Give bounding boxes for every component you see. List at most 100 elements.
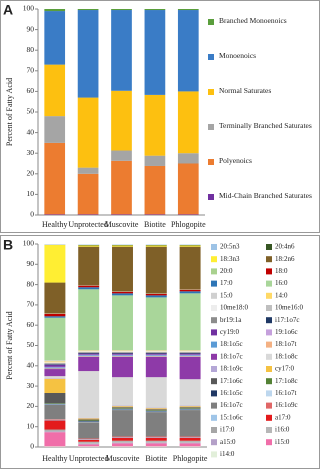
bar-segment	[78, 420, 100, 422]
bar-segment	[177, 163, 199, 215]
legend-swatch	[211, 402, 217, 409]
legend-label: 16:1o9c	[275, 401, 298, 409]
legend-label: i17:0	[220, 426, 235, 434]
legend-swatch	[211, 244, 217, 250]
bar-segment	[145, 295, 167, 298]
legend-swatch	[266, 280, 272, 287]
bar-segment	[44, 317, 66, 361]
bar-segment	[78, 422, 100, 439]
bar-segment	[44, 116, 66, 143]
bar-segment	[44, 404, 66, 420]
legend-swatch	[208, 53, 214, 60]
legend-label: 15:0	[220, 291, 233, 299]
bar-segment	[44, 432, 66, 447]
bar-segment	[112, 441, 133, 443]
bar-segment	[78, 353, 100, 354]
bar-segment	[44, 142, 66, 215]
legend-label: i15:0	[275, 438, 290, 446]
y-tick-label: 90	[27, 259, 35, 268]
bar-segment	[44, 419, 66, 420]
bar-segment	[179, 410, 201, 437]
y-tick-label: 40	[27, 127, 35, 136]
bar-segment	[78, 438, 100, 440]
legend-label: Polyenoics	[219, 156, 252, 166]
legend-swatch	[211, 268, 217, 275]
bar-segment	[145, 441, 167, 443]
legend-swatch	[211, 292, 217, 299]
bar-segment	[78, 350, 100, 352]
bar-segment	[112, 356, 133, 357]
legend-swatch	[266, 256, 272, 263]
bar-segment	[179, 353, 201, 355]
y-tick-label: 20	[27, 169, 35, 178]
bar-segment	[44, 214, 66, 215]
bar-segment	[145, 353, 167, 354]
bar-segment	[145, 409, 167, 411]
bar-segment	[177, 10, 199, 92]
bar-segment	[145, 352, 167, 354]
legend-swatch	[211, 427, 217, 433]
bar-segment	[145, 437, 167, 441]
bar-segment	[112, 353, 133, 355]
bar-segment	[179, 409, 201, 411]
bar-segment	[145, 246, 167, 294]
legend-swatch	[266, 414, 272, 421]
bar-segment	[44, 9, 66, 12]
bar-segment	[179, 354, 201, 356]
bar-segment	[145, 351, 167, 352]
bar-segment	[44, 378, 66, 379]
bar-segment	[78, 441, 100, 443]
legend-label: cy17:0	[275, 365, 295, 373]
bar-segment	[179, 407, 201, 409]
legend-item: Monoenoics	[208, 52, 318, 61]
bar-segment	[179, 355, 201, 357]
legend-swatch	[266, 268, 272, 275]
legend-item: Normal Saturates	[208, 87, 318, 96]
y-tick-label: 100	[23, 4, 35, 13]
bar-segment	[112, 353, 133, 354]
bar-segment	[44, 446, 66, 447]
bar-segment	[78, 285, 100, 288]
legend-swatch	[211, 353, 217, 360]
bar-segment	[145, 442, 167, 444]
y-tick-label: 30	[27, 148, 35, 157]
bar-segment	[78, 352, 100, 354]
legend-swatch	[266, 341, 272, 348]
legend-swatch	[266, 427, 272, 433]
x-tick-label: Healthy	[42, 454, 67, 463]
bar-segment	[78, 421, 100, 423]
legend-label: 20:4n6	[275, 243, 295, 251]
legend-swatch	[266, 329, 272, 336]
bar-segment	[179, 441, 201, 443]
legend-swatch	[211, 305, 217, 311]
bar-segment	[78, 354, 100, 356]
bar-segment	[179, 293, 201, 351]
legend-swatch	[211, 256, 217, 263]
legend-label: 18:1o7c	[220, 352, 243, 360]
bar-segment	[179, 437, 201, 441]
bar-segment	[112, 440, 133, 442]
legend-label: i17:1o7c	[275, 316, 300, 324]
bar-segment	[179, 440, 201, 442]
legend-label: a15:0	[220, 438, 236, 446]
bar-segment	[44, 378, 66, 394]
legend: Mid-Chain Branched Saturates Polyenoics Te…	[208, 4, 318, 214]
bar-segment	[112, 295, 133, 351]
bar-segment	[78, 444, 100, 447]
bar-segment	[111, 150, 132, 161]
bar-segment	[78, 371, 100, 418]
legend-label: i16:0	[275, 426, 290, 434]
bar-segment	[112, 442, 133, 444]
legend-label: 16:0	[275, 279, 288, 287]
legend-label: Terminally Branched Saturates	[219, 121, 312, 131]
bar-segment	[112, 352, 133, 354]
bar-segment	[112, 408, 133, 409]
legend-label: 18:1o7t	[275, 340, 296, 348]
x-tick-label: Muscovite	[106, 454, 140, 463]
y-tick-label: 100	[23, 239, 35, 248]
legend-swatch	[211, 414, 217, 421]
legend-label: 18:0	[275, 267, 288, 275]
x-tick-label: Phlogopite	[171, 220, 206, 229]
legend-label: 18:1o5c	[220, 340, 243, 348]
